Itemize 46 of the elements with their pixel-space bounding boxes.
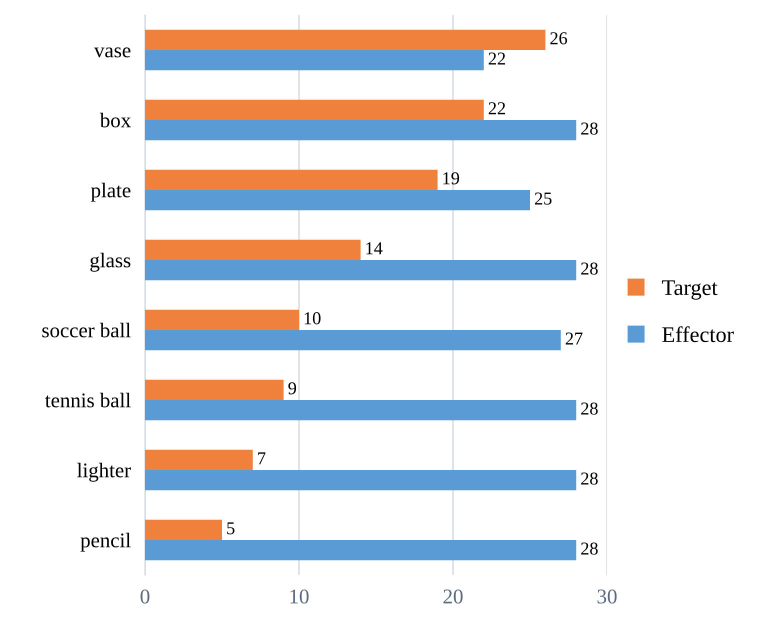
bar	[145, 520, 222, 540]
legend-label: Target	[662, 280, 718, 300]
data-label: 19	[443, 172, 460, 184]
bar	[145, 380, 284, 400]
bar	[145, 260, 576, 280]
bar	[145, 310, 299, 330]
data-label: 5	[227, 522, 234, 534]
y-tick-label: soccer ball	[42, 322, 131, 338]
bar	[145, 540, 576, 560]
data-label: 25	[534, 192, 552, 205]
data-label: 26	[550, 32, 568, 44]
x-tick-label: 30	[598, 589, 617, 604]
bar	[145, 190, 530, 210]
data-label: 28	[581, 472, 598, 485]
data-label: 22	[488, 102, 506, 114]
data-label: 28	[581, 262, 598, 275]
data-label: 27	[566, 332, 583, 344]
data-label: 22	[488, 52, 506, 64]
y-tick-label: vase	[94, 47, 130, 58]
x-tick-label: 20	[444, 589, 463, 604]
bar	[145, 450, 253, 470]
y-tick-label: box	[100, 112, 131, 128]
data-label: 14	[366, 242, 383, 254]
data-label: 28	[581, 122, 598, 135]
bar	[145, 120, 576, 140]
bar	[145, 50, 484, 70]
x-tick-label: 0	[140, 589, 150, 604]
y-tick-label: tennis ball	[45, 392, 131, 408]
x-tick-label: 10	[290, 589, 309, 604]
bar	[145, 170, 438, 190]
y-tick-label: pencil	[80, 532, 131, 552]
data-label: 28	[581, 402, 598, 415]
data-label: 9	[288, 382, 296, 394]
bar	[145, 100, 484, 120]
data-label: 7	[258, 452, 266, 464]
bar	[145, 240, 361, 260]
data-label: 10	[304, 312, 321, 324]
y-tick-label: glass	[90, 252, 130, 272]
y-tick-label: plate	[90, 182, 130, 202]
legend-label: Effector	[662, 326, 734, 342]
bar	[145, 400, 576, 420]
bar	[145, 330, 561, 350]
bar	[145, 30, 546, 50]
y-tick-label: lighter	[77, 462, 131, 482]
data-label: 28	[581, 542, 598, 555]
bar	[145, 470, 576, 490]
